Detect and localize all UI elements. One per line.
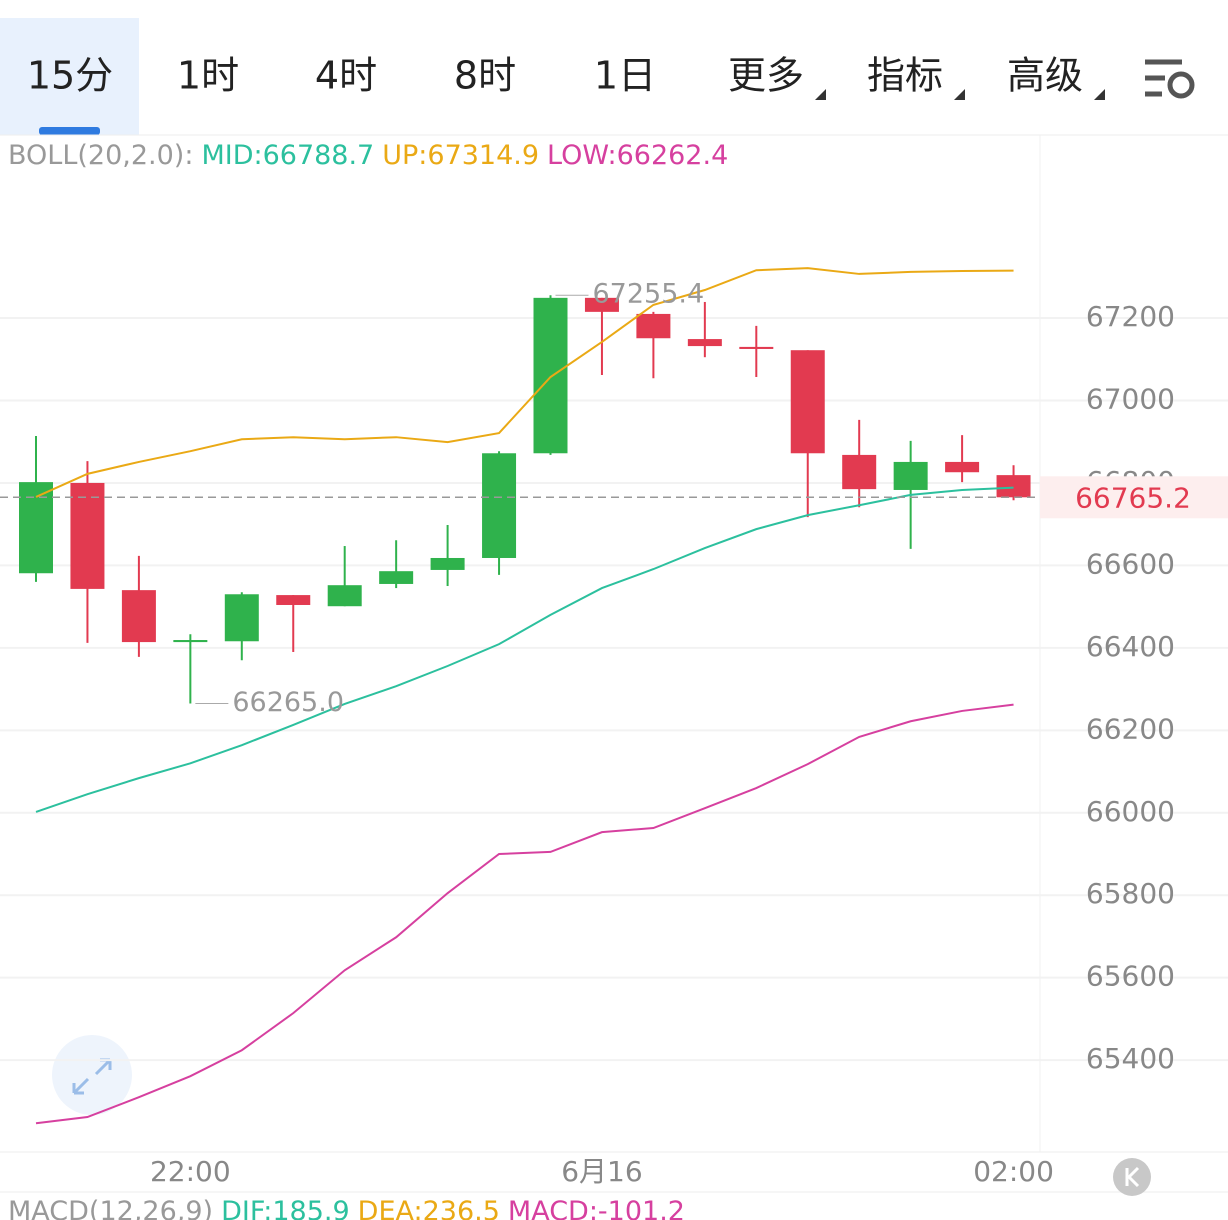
- y-tick-label: 66200: [1086, 712, 1175, 745]
- boll-line: [35, 486, 1014, 813]
- tab[interactable]: 高级: [1007, 54, 1083, 98]
- candle-body: [687, 339, 722, 347]
- tab-bar: [0, 0, 1228, 135]
- last-price-label: 66765.2: [1075, 481, 1191, 514]
- x-tick-label: 6月16: [561, 1155, 642, 1188]
- indicator-legend: BOLL(20,2.0): MID:66788.7 UP:67314.9 LOW:66…: [8, 140, 728, 171]
- candle-body: [842, 454, 877, 490]
- annotation: 67255.4: [593, 279, 705, 310]
- tab[interactable]: 8时: [454, 54, 516, 98]
- expand-button[interactable]: [52, 1035, 132, 1115]
- macd-label: DEA:236.5: [358, 1196, 500, 1220]
- candle-body: [327, 585, 362, 607]
- tab[interactable]: 1时: [177, 54, 239, 98]
- boll-line: [35, 267, 1014, 498]
- candle-body: [70, 482, 105, 589]
- y-tick-label: 67200: [1086, 300, 1175, 333]
- macd-legend: MACD(12,26,9) DIF:185.9 DEA:236.5 MACD:-101…: [8, 1196, 685, 1220]
- y-tick-label: 65600: [1086, 960, 1175, 993]
- y-tick-label: 67000: [1086, 382, 1175, 415]
- tab[interactable]: 指标: [867, 54, 943, 98]
- candle-body: [996, 475, 1031, 498]
- y-tick-label: 66600: [1086, 547, 1175, 580]
- indicator-label: BOLL(20,2.0):: [8, 140, 193, 171]
- macd-label: DIF:185.9: [221, 1196, 350, 1220]
- active-tab-bg: [0, 18, 139, 135]
- macd-label: MACD(12,26,9): [8, 1196, 213, 1220]
- candle-body: [739, 346, 774, 349]
- macd-label: MACD:-101.2: [508, 1196, 685, 1220]
- candle-body: [430, 557, 465, 570]
- legend-entry: LOW:66262.4: [547, 140, 728, 171]
- settings-icon[interactable]: [1145, 59, 1195, 99]
- legend-entry: UP:67314.9: [382, 140, 539, 171]
- y-tick-label: 66400: [1086, 630, 1175, 663]
- candle-body: [276, 595, 311, 605]
- boll-line: [35, 703, 1014, 1125]
- candle-body: [584, 297, 619, 312]
- candle-body: [173, 640, 208, 643]
- candle-body: [533, 297, 568, 454]
- tab[interactable]: 更多: [728, 54, 804, 98]
- y-tick-label: 65800: [1086, 877, 1175, 910]
- candle-body: [790, 350, 825, 454]
- x-tick-label: 02:00: [973, 1155, 1054, 1188]
- candle-body: [636, 313, 671, 339]
- annotation: 66265.0: [232, 687, 344, 718]
- x-tick-label: 22:00: [150, 1155, 231, 1188]
- tab[interactable]: 15分: [27, 54, 113, 98]
- candle-body: [19, 482, 53, 574]
- candle-body: [482, 453, 517, 558]
- candle-body: [224, 594, 259, 642]
- y-tick-label: 66000: [1086, 795, 1175, 828]
- legend-entry: MID:66788.7: [201, 140, 374, 171]
- last-price-bg: [1040, 476, 1228, 519]
- active-tab-indicator: [39, 127, 100, 135]
- tab[interactable]: 1日: [594, 54, 656, 98]
- candle-body: [945, 461, 980, 473]
- candle-body: [893, 461, 928, 490]
- tab-arrows: [815, 89, 1105, 100]
- candle-body: [121, 590, 156, 643]
- k-button[interactable]: [1113, 1158, 1151, 1196]
- candle-body: [379, 571, 414, 584]
- y-tick-label: 65400: [1086, 1042, 1175, 1075]
- tab[interactable]: 4时: [315, 54, 377, 98]
